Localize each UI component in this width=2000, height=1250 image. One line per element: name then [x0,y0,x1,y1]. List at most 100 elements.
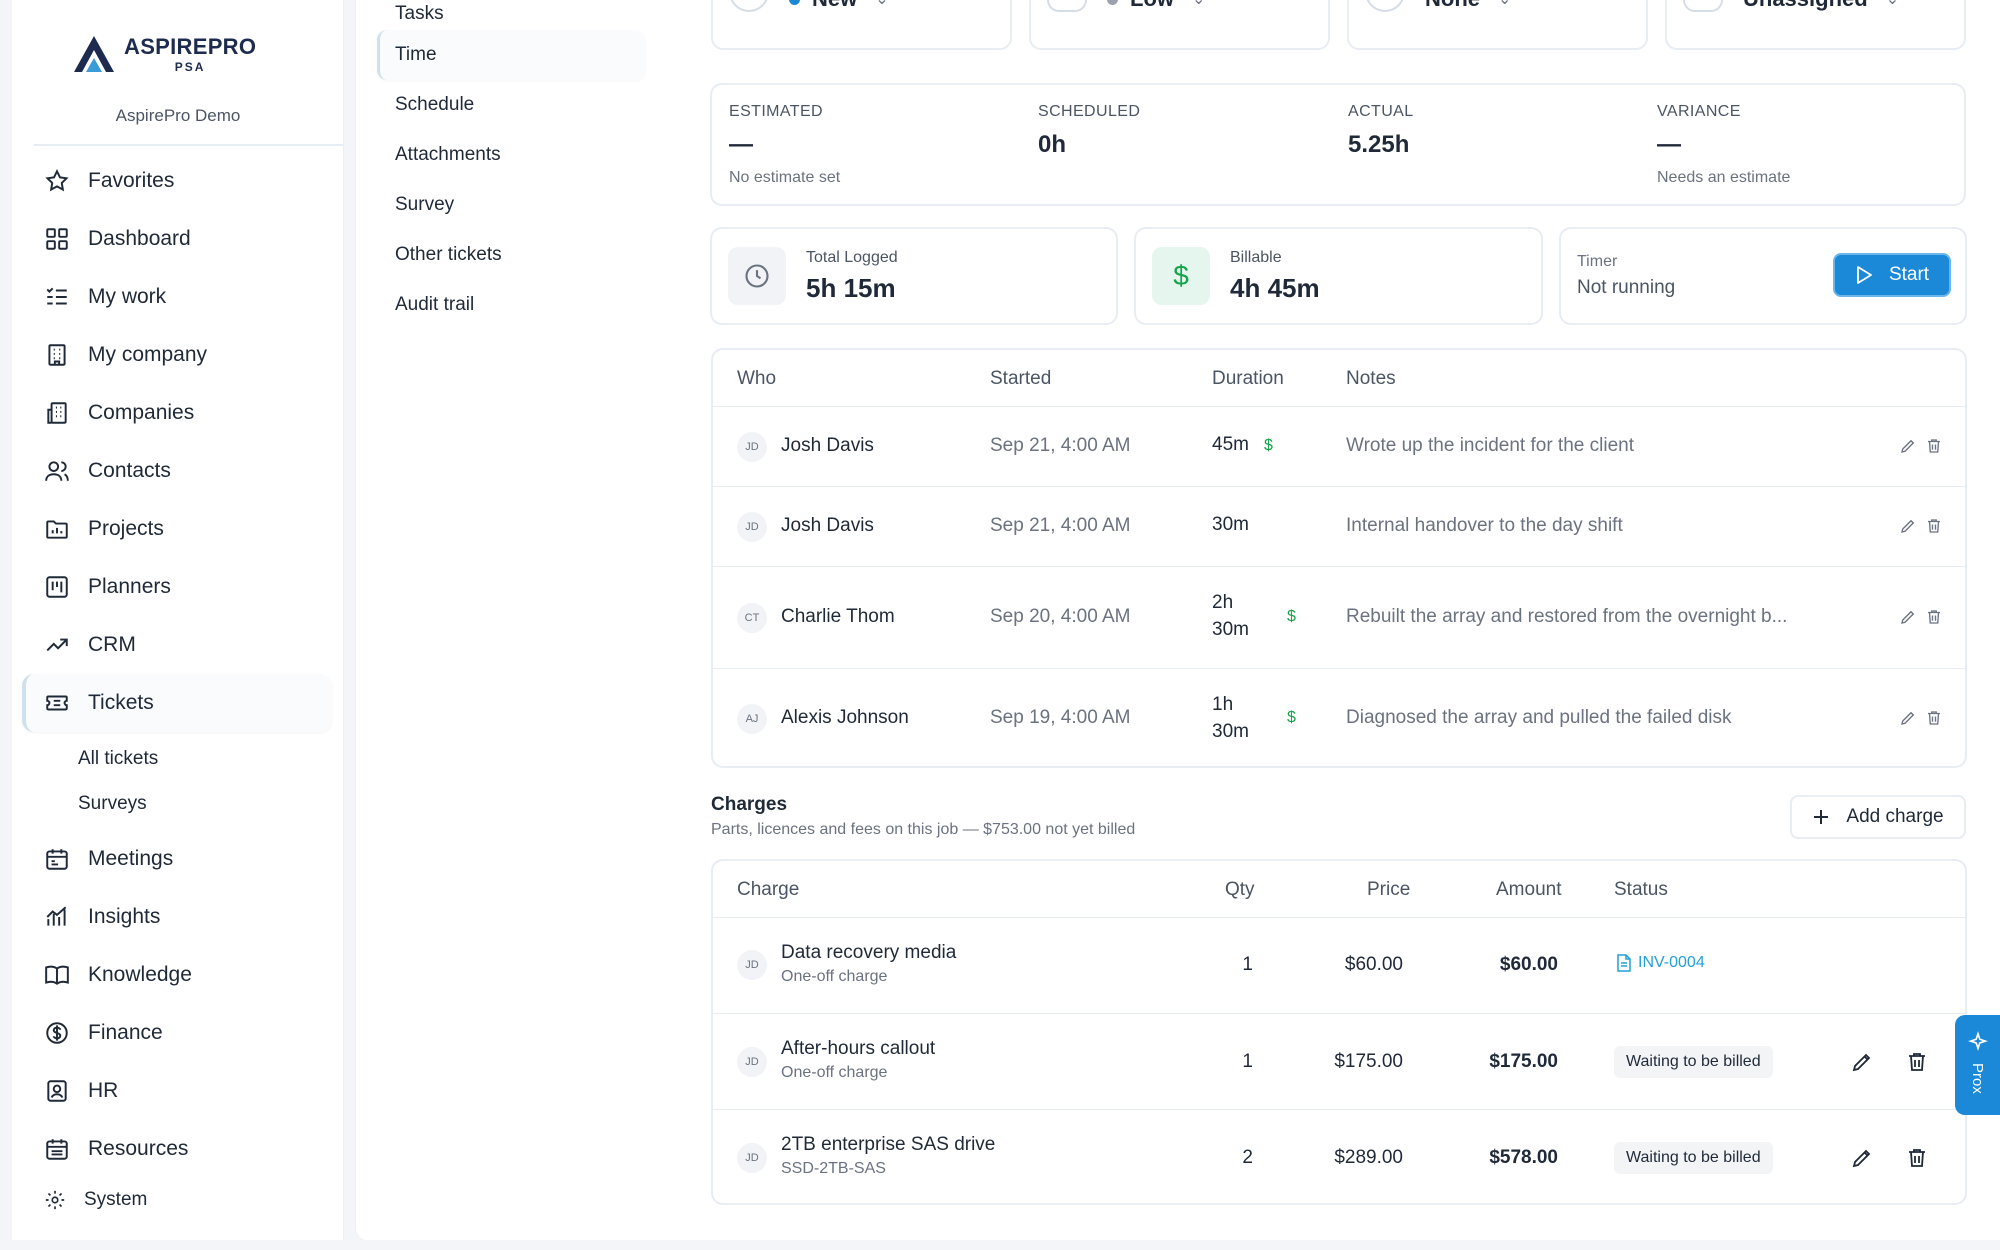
user-icon [1683,0,1723,12]
clock-icon [728,247,786,305]
sidebar-item-insights[interactable]: Insights [22,888,344,946]
status-icon [729,0,769,12]
sidebar-item-contacts[interactable]: Contacts [22,442,344,500]
charges-title: Charges [711,794,788,815]
charge-name: After-hours callout [781,1038,936,1059]
sidebar-item-hr[interactable]: HR [22,1062,344,1120]
sla-select[interactable]: None ⌄ [1347,0,1648,50]
chevron-down-icon: ⌄ [1192,0,1205,9]
trash-icon[interactable] [1925,437,1943,455]
tab-time[interactable]: Time [377,30,645,80]
edit-icon[interactable] [1850,1146,1874,1170]
avatar: JD [737,950,767,980]
sidebar-item-companies[interactable]: Companies [22,384,344,442]
trash-icon[interactable] [1925,608,1943,626]
sidebar-item-dashboard[interactable]: Dashboard [22,210,344,268]
sidebar-item-resources[interactable]: Resources [22,1120,344,1178]
row-actions [1899,517,1943,535]
sidebar-item-meetings[interactable]: Meetings [22,830,344,888]
book-icon [45,965,69,985]
building-icon [48,344,66,366]
folder-chart-icon [46,520,68,539]
brand-logo[interactable]: ASPIREPRO PSA [72,34,256,74]
edit-icon[interactable] [1899,608,1917,626]
trash-icon[interactable] [1905,1146,1929,1170]
sidebar-item-finance[interactable]: Finance [22,1004,344,1062]
metric-value: 5.25h [1348,131,1410,158]
start-timer-button[interactable]: Start [1833,253,1951,297]
sidebar-item-label: Planners [88,575,171,598]
sidebar-item-tickets[interactable]: Tickets [22,674,332,732]
entry-started: Sep 19, 4:00 AM [990,707,1131,728]
table-row[interactable]: JD 2TB enterprise SAS drive SSD-2TB-SAS … [713,1109,1965,1203]
tab-attachments[interactable]: Attachments [395,144,501,165]
status-select[interactable]: New ⌄ [711,0,1012,50]
sidebar-item-crm[interactable]: CRM [22,616,344,674]
charge-price: $289.00 [1334,1147,1403,1168]
entry-duration: 45m [1212,434,1249,455]
trash-icon[interactable] [1905,1050,1929,1074]
entry-notes: Diagnosed the array and pulled the faile… [1346,707,1732,728]
charge-info: Data recovery media One-off charge [781,942,956,986]
billable-card: $ Billable 4h 45m [1134,227,1543,325]
charge-info: After-hours callout One-off charge [781,1038,935,1082]
charge-sku: SSD-2TB-SAS [781,1160,886,1177]
table-row[interactable]: JD After-hours callout One-off charge 1 … [713,1013,1965,1109]
status-badge: Waiting to be billed [1614,1046,1773,1078]
entry-who: Charlie Thom [781,606,895,627]
assignee-select[interactable]: Unassigned ⌄ [1665,0,1966,50]
list-check-icon [46,287,67,305]
tab-tasks[interactable]: Tasks [395,3,444,24]
duration-hours: 2h [1212,592,1234,613]
priority-icon [1047,0,1087,12]
sidebar-item-projects[interactable]: Projects [22,500,344,558]
sidebar-item-label: HR [88,1079,119,1102]
avatar: JD [737,1143,767,1173]
edit-icon[interactable] [1899,437,1917,455]
sidebar-item-planners[interactable]: Planners [22,558,344,616]
table-row[interactable]: JD Josh Davis Sep 21, 4:00 AM 45m $ Wrot… [713,406,1965,486]
metric-actual: ACTUAL 5.25h [1348,103,1414,161]
table-row[interactable]: AJ Alexis Johnson Sep 19, 4:00 AM 1h 30m… [713,668,1965,766]
sidebar-item-label: Finance [88,1021,163,1044]
charge-type: One-off charge [781,1064,888,1081]
billable-indicator: $ [1287,608,1296,625]
edit-icon[interactable] [1850,1050,1874,1074]
sidebar-item-label: Projects [88,517,164,540]
table-row[interactable]: JD Josh Davis Sep 21, 4:00 AM 30m Intern… [713,486,1965,566]
tab-other-tickets[interactable]: Other tickets [395,244,502,265]
add-charge-button[interactable]: Add charge [1790,795,1966,839]
entry-started: Sep 21, 4:00 AM [990,435,1131,456]
star-icon [45,169,69,192]
plus-icon [1814,810,1829,824]
col-status: Status [1614,879,1668,900]
prox-label: Prox [1969,1063,1986,1094]
prox-assistant-button[interactable]: Prox [1955,1015,2000,1115]
status-dot [789,0,800,5]
tab-schedule[interactable]: Schedule [395,94,475,115]
edit-icon[interactable] [1899,709,1917,727]
sidebar-subitem-surveys[interactable]: Surveys [78,792,147,814]
sidebar-item-knowledge[interactable]: Knowledge [22,946,344,1004]
table-row[interactable]: CT Charlie Thom Sep 20, 4:00 AM 2h 30m $… [713,566,1965,668]
stat-value: 5h 15m [806,273,896,303]
trash-icon[interactable] [1925,517,1943,535]
invoice-link[interactable]: INV-0004 [1616,954,1705,972]
sidebar-item-my-company[interactable]: My company [22,326,344,384]
edit-icon[interactable] [1899,517,1917,535]
sidebar-item-system[interactable]: System [22,1178,344,1222]
sidebar-item-my-work[interactable]: My work [22,268,344,326]
trash-icon[interactable] [1925,709,1943,727]
sidebar-subitem-all-tickets[interactable]: All tickets [78,747,159,769]
play-icon [1857,266,1872,284]
priority-select[interactable]: Low ⌄ [1029,0,1330,50]
assignee-value: Unassigned [1743,0,1868,12]
entry-started: Sep 21, 4:00 AM [990,515,1131,536]
sidebar-item-favorites[interactable]: Favorites [22,152,344,210]
table-row[interactable]: JD Data recovery media One-off charge 1 … [713,917,1965,1013]
sidebar-item-label: System [84,1189,148,1210]
tab-audit-trail[interactable]: Audit trail [395,294,475,315]
org-divider [34,144,343,146]
entry-who: Alexis Johnson [781,707,909,728]
tab-survey[interactable]: Survey [395,194,455,215]
